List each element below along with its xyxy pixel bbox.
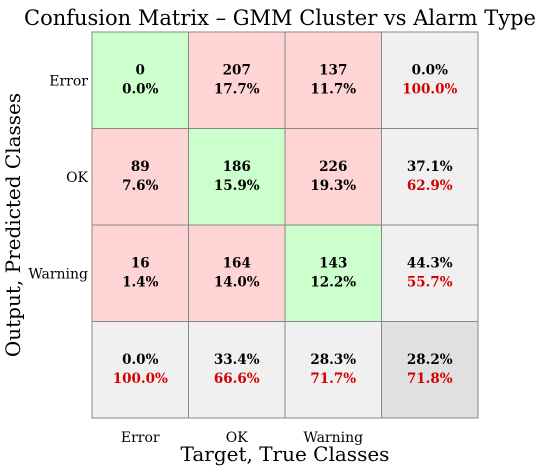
y-tick-labels: Error OK Warning — [28, 73, 88, 282]
cell-percent: 1.4% — [122, 274, 158, 290]
chart-title: Confusion Matrix – GMM Cluster vs Alarm … — [24, 6, 536, 30]
row-summary-error: 100.0% — [402, 81, 457, 97]
matrix-cell — [188, 224, 286, 322]
x-tick-labels: Error OK Warning — [121, 430, 363, 446]
cell-count: 226 — [319, 159, 347, 175]
total-cell — [381, 321, 479, 419]
matrix-cell — [91, 224, 189, 322]
y-tick-label: Error — [49, 73, 88, 89]
cell-count: 137 — [319, 62, 347, 78]
cell-percent: 15.9% — [214, 178, 260, 194]
matrix-cell — [188, 31, 286, 129]
matrix-cell — [284, 31, 382, 129]
cell-count: 143 — [319, 255, 347, 271]
y-axis-title: Output, Predicted Classes — [1, 93, 25, 357]
col-summary-error: 71.7% — [310, 371, 356, 387]
matrix-cell — [284, 224, 382, 322]
x-tick-label: Warning — [303, 430, 363, 446]
matrix-cells: 0 0.0% 207 17.7% 137 11.7% 89 7.6% 186 15.9% 226 19… — [91, 31, 479, 419]
x-tick-label: Error — [121, 430, 160, 446]
row-summary-error: 55.7% — [407, 274, 453, 290]
total-error: 71.8% — [407, 371, 453, 387]
col-summary-correct: 33.4% — [214, 352, 260, 368]
cell-count: 0 — [136, 62, 145, 78]
cell-percent: 14.0% — [214, 274, 260, 290]
row-summary-correct: 44.3% — [407, 255, 453, 271]
cell-count: 164 — [223, 255, 251, 271]
cell-percent: 17.7% — [214, 81, 260, 97]
row-summary-correct: 37.1% — [407, 159, 453, 175]
total-correct: 28.2% — [407, 352, 453, 368]
matrix-cell — [91, 128, 189, 226]
y-tick-label: OK — [66, 170, 88, 186]
cell-percent: 7.6% — [122, 178, 158, 194]
row-summary-cell — [381, 128, 479, 226]
row-summary-cell — [381, 224, 479, 322]
col-summary-cell — [284, 321, 382, 419]
col-summary-correct: 28.3% — [310, 352, 356, 368]
x-tick-label: OK — [226, 430, 248, 446]
y-tick-label: Warning — [28, 266, 88, 282]
cell-count: 89 — [131, 159, 150, 175]
cell-percent: 11.7% — [310, 81, 356, 97]
matrix-cell — [284, 128, 382, 226]
x-axis-title: Target, True Classes — [181, 442, 390, 466]
cell-count: 16 — [131, 255, 150, 271]
col-summary-error: 66.6% — [214, 371, 260, 387]
row-summary-cell — [381, 31, 479, 129]
cell-count: 207 — [223, 62, 251, 78]
row-summary-correct: 0.0% — [412, 62, 448, 78]
col-summary-cell — [188, 321, 286, 419]
cell-percent: 12.2% — [310, 274, 356, 290]
row-summary-error: 62.9% — [407, 178, 453, 194]
col-summary-cell — [91, 321, 189, 419]
col-summary-correct: 0.0% — [122, 352, 158, 368]
matrix-cell — [91, 31, 189, 129]
cell-count: 186 — [223, 159, 251, 175]
col-summary-error: 100.0% — [113, 371, 168, 387]
matrix-cell — [188, 128, 286, 226]
cell-percent: 19.3% — [310, 178, 356, 194]
cell-percent: 0.0% — [122, 81, 158, 97]
